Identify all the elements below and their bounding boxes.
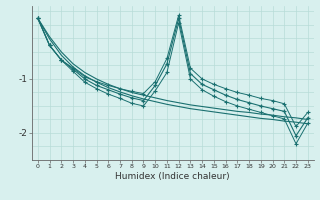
X-axis label: Humidex (Indice chaleur): Humidex (Indice chaleur) [116,172,230,181]
